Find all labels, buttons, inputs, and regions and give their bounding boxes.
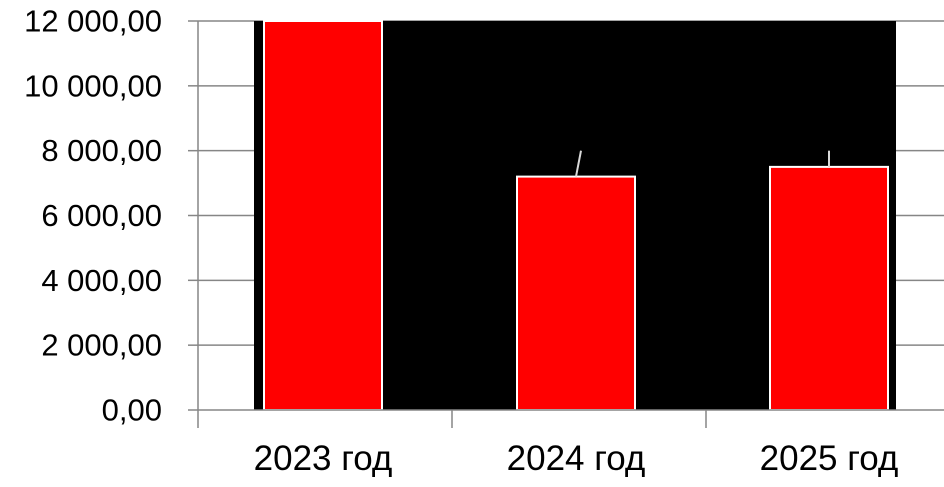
y-tick-label: 8 000,00 bbox=[41, 133, 162, 168]
x-tick-label: 2024 год bbox=[507, 439, 646, 478]
x-tick-label: 2025 год bbox=[760, 439, 899, 478]
y-tick-label: 10 000,00 bbox=[24, 68, 162, 103]
y-tick-labels: 0,00 2 000,00 4 000,00 6 000,00 8 000,00 10 0… bbox=[24, 4, 162, 428]
y-tick-label: 0,00 bbox=[102, 393, 162, 428]
y-tick-label: 2 000,00 bbox=[41, 328, 162, 363]
error-bar bbox=[575, 150, 582, 177]
axis-tick-marks bbox=[188, 20, 707, 428]
error-bars bbox=[575, 150, 830, 177]
y-tick-label: 12 000,00 bbox=[24, 4, 162, 39]
bar bbox=[769, 165, 889, 411]
bars bbox=[263, 20, 889, 411]
y-tick-label: 6 000,00 bbox=[41, 198, 162, 233]
x-tick-labels: 2023 год 2024 год 2025 год bbox=[254, 439, 899, 478]
y-tick-label: 4 000,00 bbox=[41, 263, 162, 298]
bar bbox=[516, 175, 636, 411]
bar bbox=[263, 20, 383, 411]
x-tick-label: 2023 год bbox=[254, 439, 393, 478]
